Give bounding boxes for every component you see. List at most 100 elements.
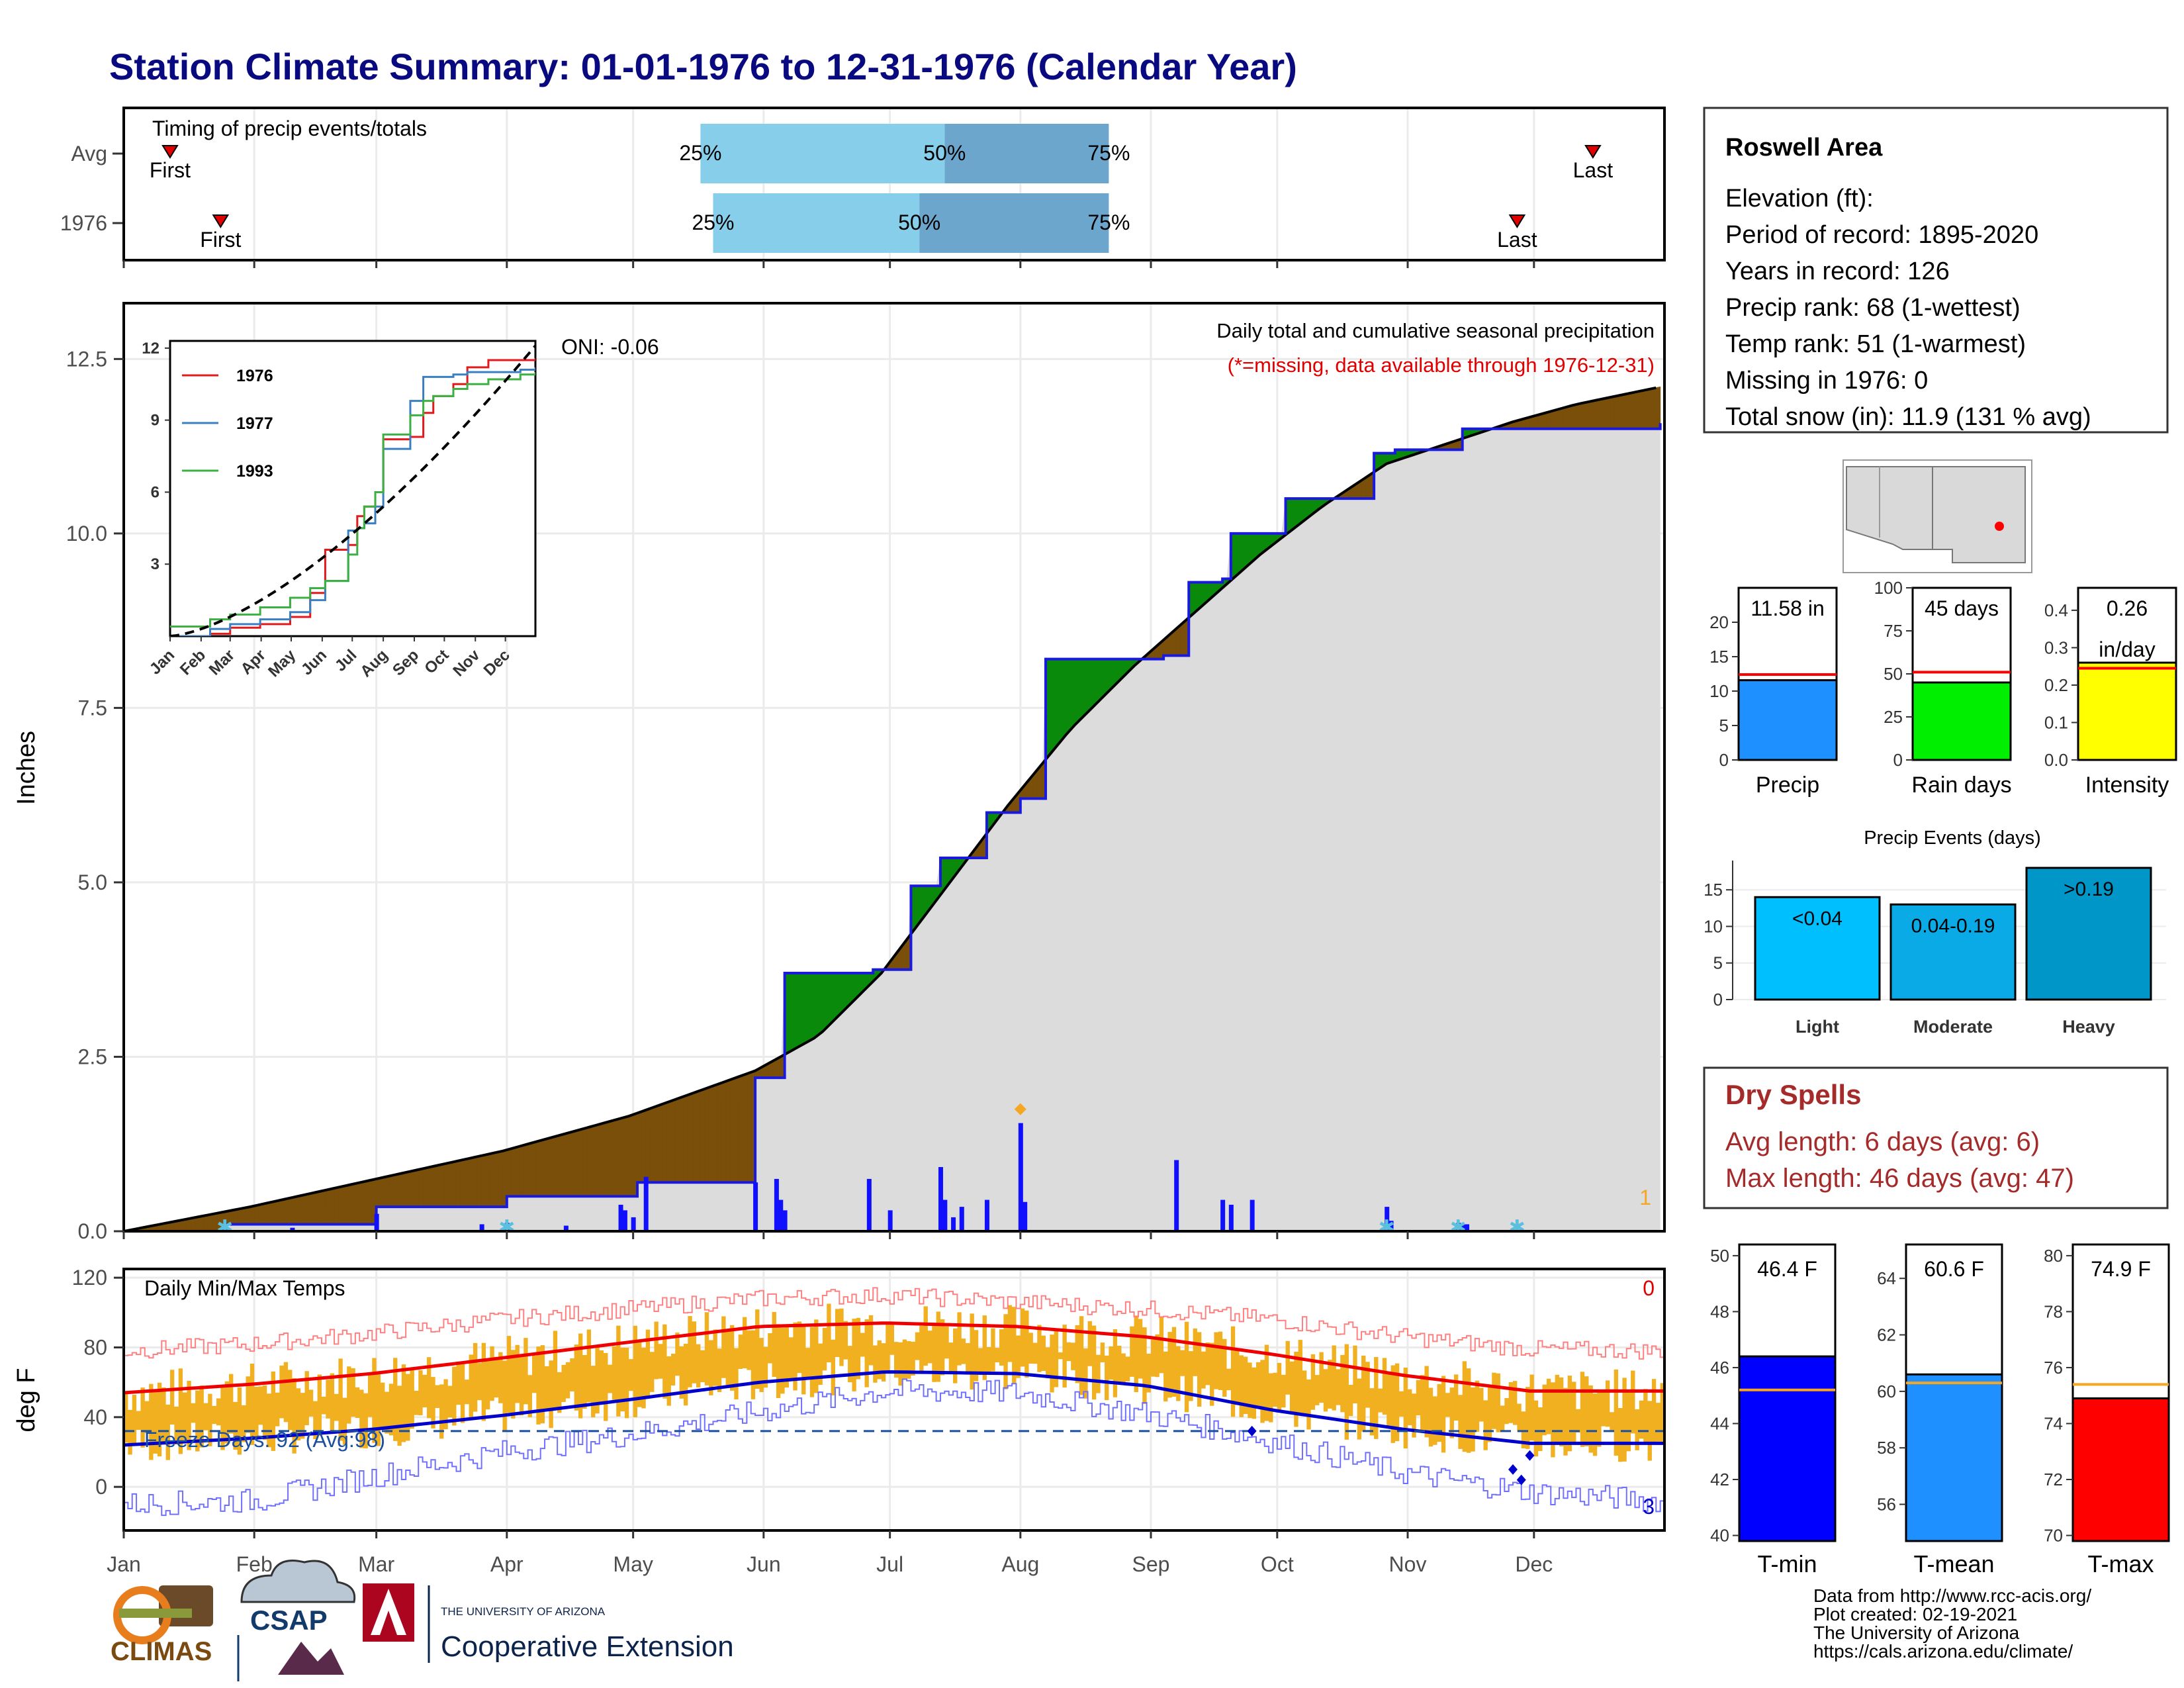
daily-precip-bar: [622, 1210, 627, 1231]
temp-bar-ytick-label: 56: [1877, 1495, 1896, 1515]
dry-spells-max: Max length: 46 days (avg: 47): [1725, 1164, 2074, 1193]
first-label: First: [200, 228, 241, 252]
month-label: Jan: [107, 1552, 141, 1576]
temp-bar-ytick-label: 50: [1710, 1246, 1729, 1266]
inset-legend-label: 1977: [236, 414, 273, 433]
events-ytick-label: 10: [1704, 916, 1723, 936]
daily-precip-bar: [1228, 1204, 1234, 1231]
precip-ytick-label: 7.5: [78, 696, 107, 720]
station-info-box: [1703, 107, 2169, 434]
temp-bar-ytick-label: 78: [2044, 1301, 2063, 1321]
daily-precip-bar: [643, 1176, 649, 1231]
daily-precip-bar: [753, 1182, 758, 1231]
daily-precip-bar: [1388, 1221, 1394, 1231]
station-name: Roswell Area: [1725, 134, 1883, 162]
precip-ytick-label: 12.5: [66, 347, 107, 371]
temp-panel: 0 40 80 120 Jan Feb Mar Apr May Jun Jul Aug Sep Oct No…: [13, 1266, 1666, 1576]
mini-bar-value: 11.58 in: [1751, 596, 1825, 620]
precip-event-category: Moderate: [1913, 1017, 1993, 1037]
ua-logo-big-text: Cooperative Extension: [441, 1630, 734, 1663]
daily-precip-bar: [290, 1227, 295, 1231]
temp-bar: [1905, 1373, 2003, 1542]
month-label: Jul: [876, 1552, 903, 1576]
daily-temp-range-bars: [124, 1303, 1664, 1462]
timing-row-label: 1976: [60, 211, 107, 235]
temp-bar-ytick-label: 70: [2044, 1526, 2063, 1546]
daily-precip-bar: [563, 1225, 569, 1231]
precip-ytick-label: 10.0: [66, 522, 107, 545]
dry-spells-title: Dry Spells: [1725, 1079, 1861, 1110]
last-marker: [1508, 214, 1526, 228]
temp-plot-area: [124, 1287, 1664, 1517]
station-location-marker: [1995, 522, 2004, 531]
average-max-line: [124, 1321, 1664, 1395]
mini-bar-name: Precip: [1756, 773, 1819, 798]
month-label: Nov: [1389, 1552, 1427, 1576]
timing-pct-label: 75%: [1087, 211, 1130, 234]
precip-event-bar-label: >0.19: [2064, 878, 2114, 900]
temp-bar-ytick-label: 58: [1877, 1438, 1896, 1458]
events-ytick-label: 15: [1704, 880, 1723, 900]
mini-ytick-label: 100: [1874, 578, 1903, 598]
month-label: Feb: [236, 1552, 273, 1576]
climas-logo-stripe: [119, 1609, 192, 1618]
temp-bar-ytick-label: 48: [1710, 1301, 1729, 1321]
month-label: Aug: [1001, 1552, 1039, 1576]
precip-ytick-label: 2.5: [78, 1045, 107, 1068]
climas-logo-text: CLIMAS: [111, 1637, 212, 1666]
average-min-line: [124, 1370, 1664, 1447]
snow-marker: ✱: [498, 1217, 515, 1239]
events-ytick-label: 0: [1713, 990, 1723, 1009]
mini-bar: [2077, 661, 2177, 761]
temp-ylabel: deg F: [13, 1368, 40, 1432]
temp-bar-ytick-label: 72: [2044, 1470, 2063, 1489]
precip-event-bar-label: <0.04: [1792, 908, 1843, 929]
inset-ytick-label: 3: [151, 555, 159, 573]
station-info-line: Years in record: 126: [1725, 258, 1950, 285]
credit-line: Data from http://www.rcc-acis.org/: [1813, 1585, 2091, 1606]
record-low-marker: [1247, 1425, 1257, 1436]
daily-precip-bar: [938, 1167, 943, 1231]
mini-ytick-label: 0.0: [2044, 750, 2068, 770]
daily-precip-bar: [1385, 1207, 1390, 1231]
snow-marker: ✱: [1450, 1217, 1467, 1239]
temp-bar: [2071, 1397, 2170, 1542]
record-low-count: 3: [1643, 1495, 1655, 1519]
inset-ytick-label: 6: [151, 483, 159, 501]
inset-frame: [169, 340, 537, 637]
inset-legend-label: 1993: [236, 462, 273, 481]
record-low-marker: [1508, 1464, 1518, 1475]
ua-logo-letter: [371, 1589, 406, 1635]
temp-bar-ytick-label: 60: [1877, 1382, 1896, 1401]
month-label: Jun: [747, 1552, 781, 1576]
daily-precip-bar: [774, 1178, 779, 1231]
mini-ytick-label: 0: [1893, 750, 1903, 770]
daily-precip-bar: [951, 1217, 956, 1231]
mini-ytick-label: 0.3: [2044, 637, 2068, 657]
month-label: May: [613, 1552, 653, 1576]
mini-ytick-label: 0.1: [2044, 712, 2068, 732]
station-info-line: Total snow (in): 11.9 (131 % avg): [1725, 403, 2091, 431]
station-info-line: Temp rank: 51 (1-warmest): [1725, 330, 2026, 358]
precip-event-bar: [2025, 867, 2152, 1001]
temp-ytick-label: 40: [83, 1405, 107, 1429]
timing-box-upper: [919, 193, 1109, 253]
station-info-line: Missing in 1976: 0: [1725, 367, 1928, 395]
csap-logo-text: CSAP: [250, 1605, 328, 1636]
mini-ytick-label: 75: [1884, 621, 1903, 641]
month-label: Sep: [1132, 1552, 1170, 1576]
state-shapes: [1846, 466, 2026, 563]
mini-ytick-label: 20: [1709, 612, 1729, 632]
inset-ytick-label: 9: [151, 412, 159, 430]
freeze-days-label: Freeze Days: 92 (Avg:98): [144, 1428, 385, 1452]
mini-ytick-label: 15: [1709, 647, 1729, 667]
daily-precip-bar: [887, 1210, 893, 1231]
snow-marker: ✱: [1509, 1217, 1525, 1239]
temp-ytick-label: 120: [72, 1266, 107, 1289]
precip-events-title: Precip Events (days): [1864, 827, 2041, 849]
inset-plot-area: [170, 344, 535, 636]
mini-ytick-label: 0.2: [2044, 675, 2068, 695]
timing-box-lower: [713, 193, 920, 253]
